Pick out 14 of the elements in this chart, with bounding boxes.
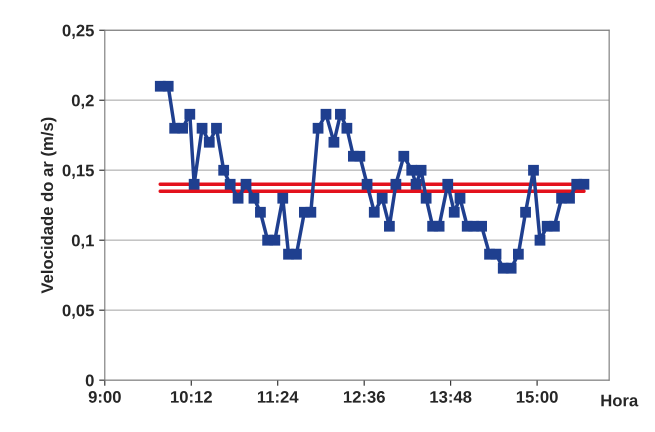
y-tick-label: 0,1 bbox=[72, 234, 94, 249]
x-tick-label: 11:24 bbox=[258, 391, 298, 403]
y-tick-label: 0,15 bbox=[62, 164, 94, 179]
y-tick-label: 0,05 bbox=[62, 304, 94, 319]
x-tick-label: 10:12 bbox=[171, 391, 212, 403]
x-tick-label: 15:00 bbox=[516, 391, 558, 403]
x-tick-label: 12:36 bbox=[344, 391, 385, 403]
x-axis-title: Hora bbox=[601, 394, 638, 406]
y-tick-label: 0,2 bbox=[72, 94, 94, 109]
x-tick-label: 9:00 bbox=[88, 391, 121, 403]
y-axis-title: Velocidade do ar (m/s) bbox=[40, 118, 56, 294]
y-tick-label: 0 bbox=[86, 374, 94, 386]
x-tick-label: 13:48 bbox=[430, 391, 472, 403]
y-tick-label: 0,25 bbox=[62, 24, 94, 39]
